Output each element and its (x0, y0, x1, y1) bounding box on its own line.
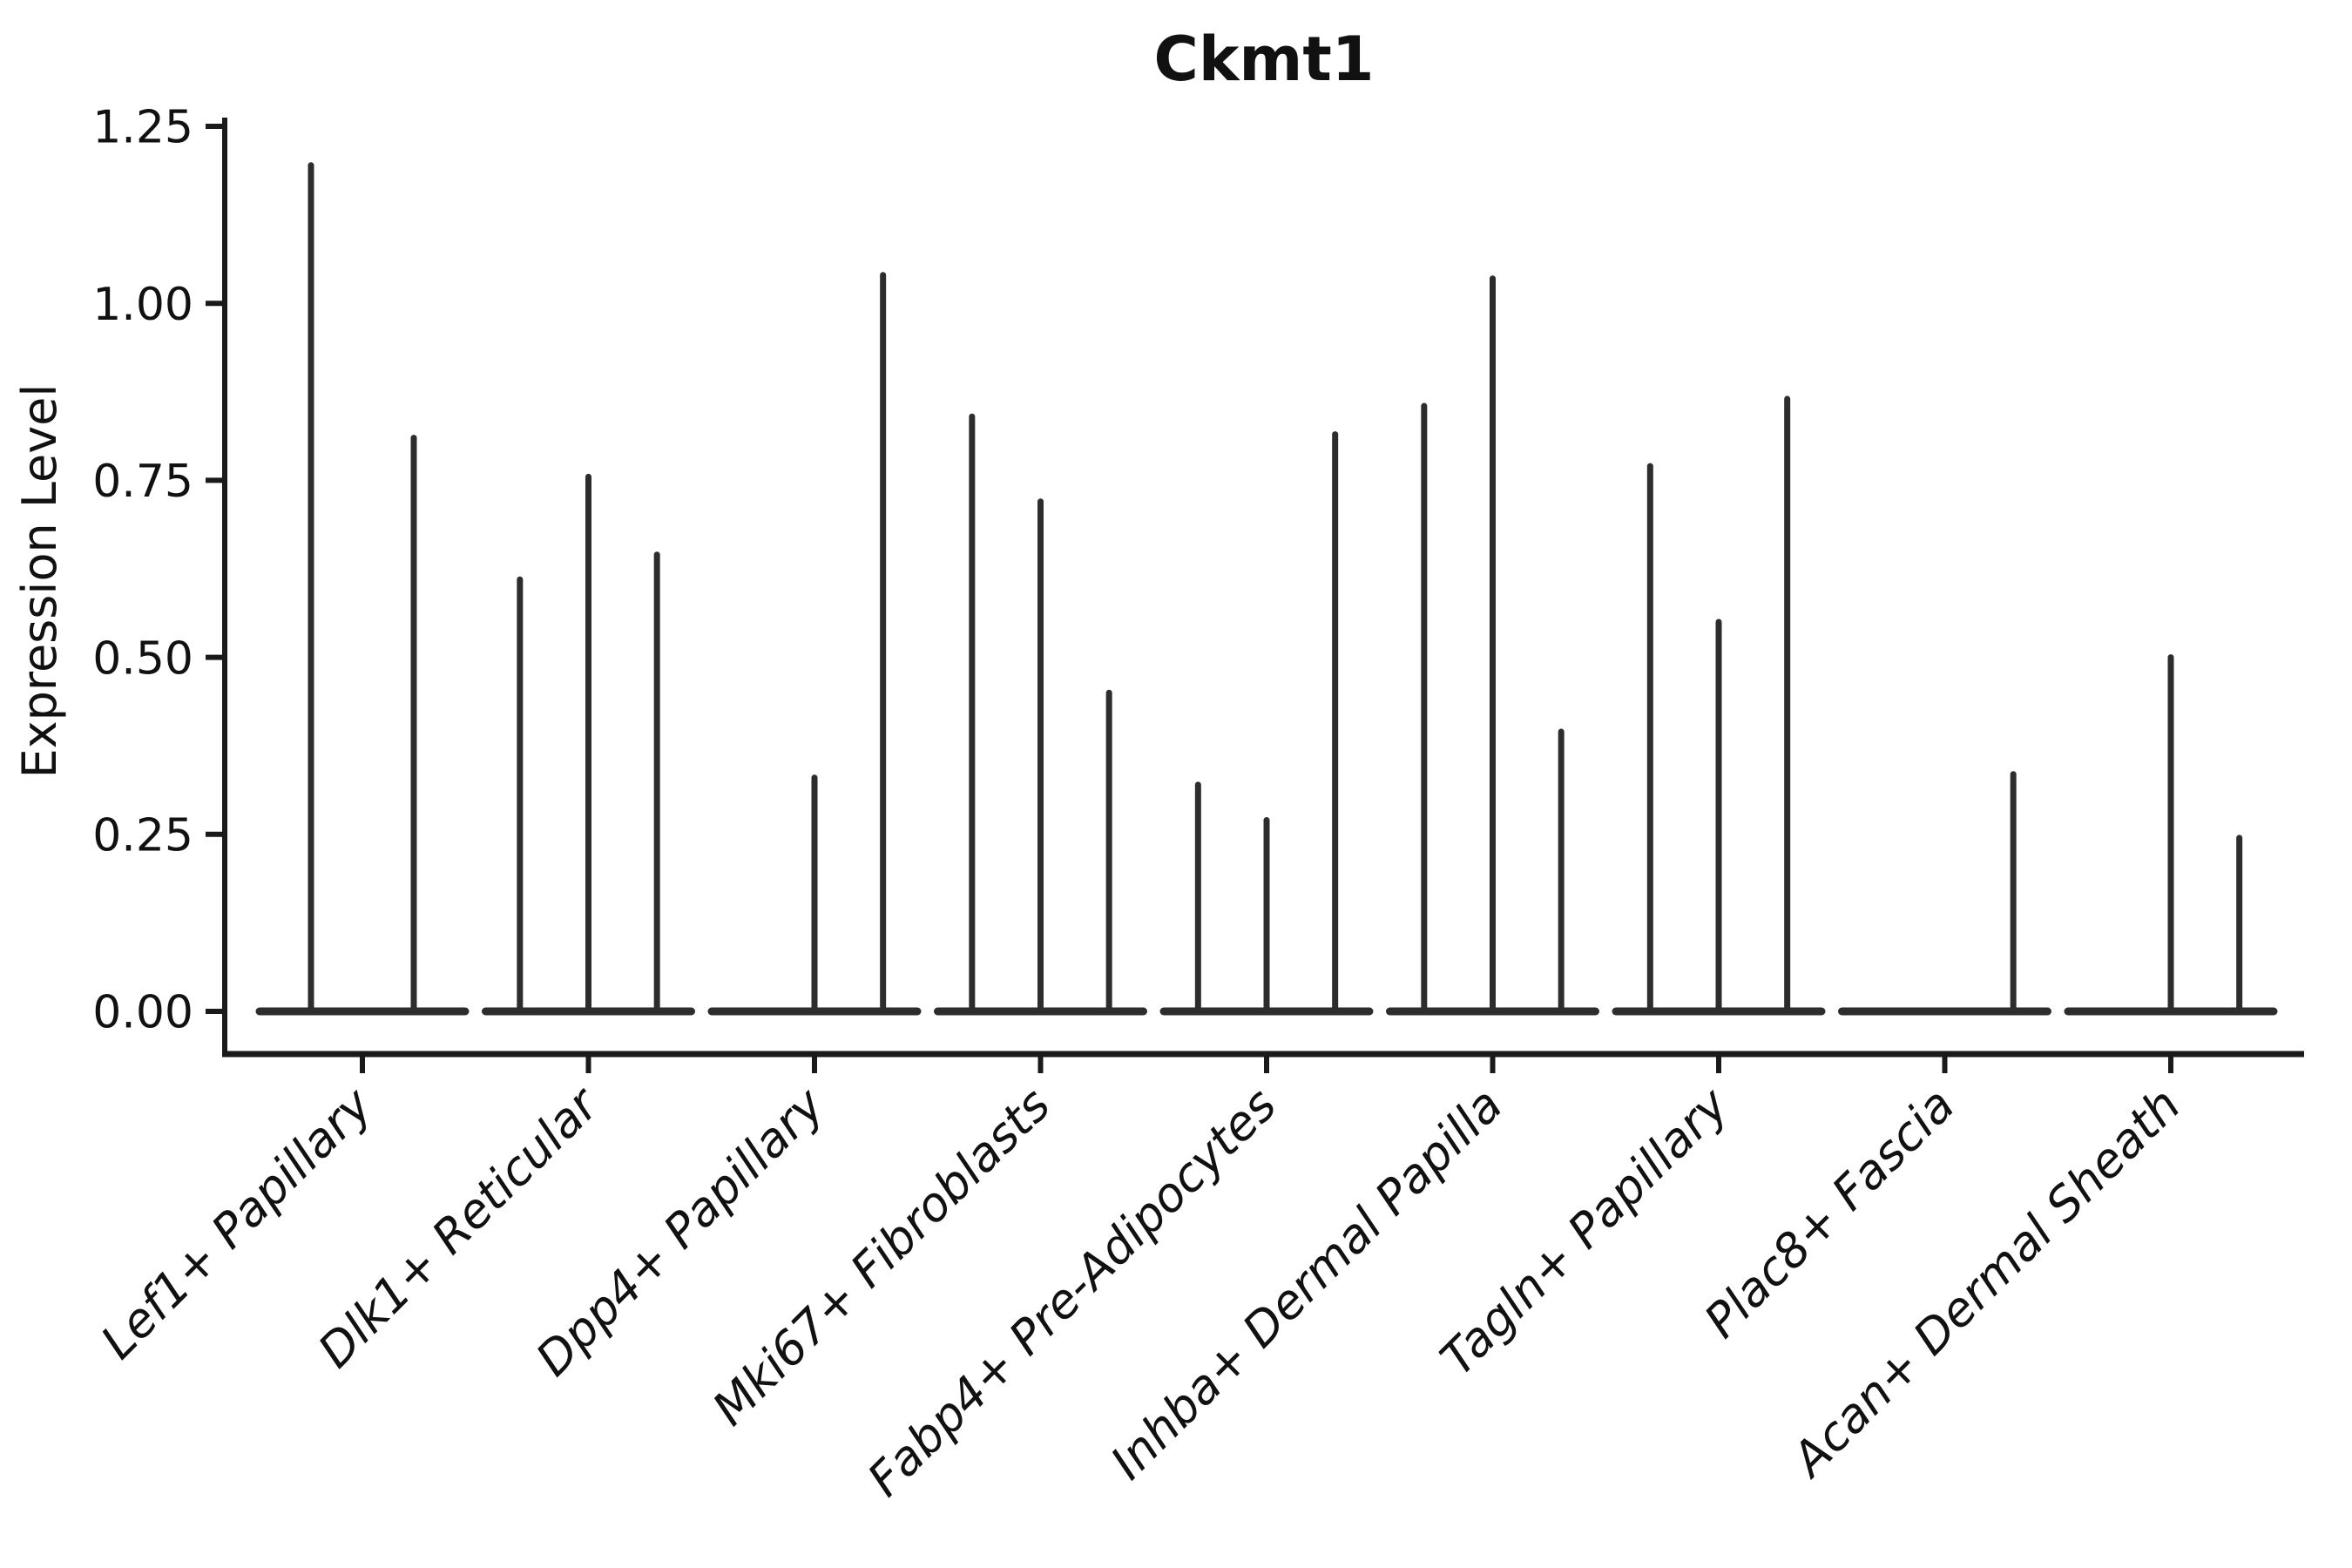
x-tick-label: Acan+ Dermal Sheath (1780, 1078, 2191, 1489)
y-tick-label: 0.50 (92, 632, 193, 685)
plot-title: Ckmt1 (1153, 24, 1374, 95)
y-tick-label: 0.00 (92, 987, 193, 1039)
y-tick-label: 1.25 (92, 102, 193, 154)
y-tick-label: 1.00 (92, 279, 193, 331)
x-tick-label: Inhba+ Dermal Papilla (1100, 1078, 1513, 1490)
y-tick-label: 0.25 (92, 810, 193, 862)
x-tick-label: Fabp4+ Pre-Adipocytes (857, 1078, 1287, 1507)
y-axis-title: Expression Level (12, 384, 67, 779)
y-tick-label: 0.75 (92, 456, 193, 508)
